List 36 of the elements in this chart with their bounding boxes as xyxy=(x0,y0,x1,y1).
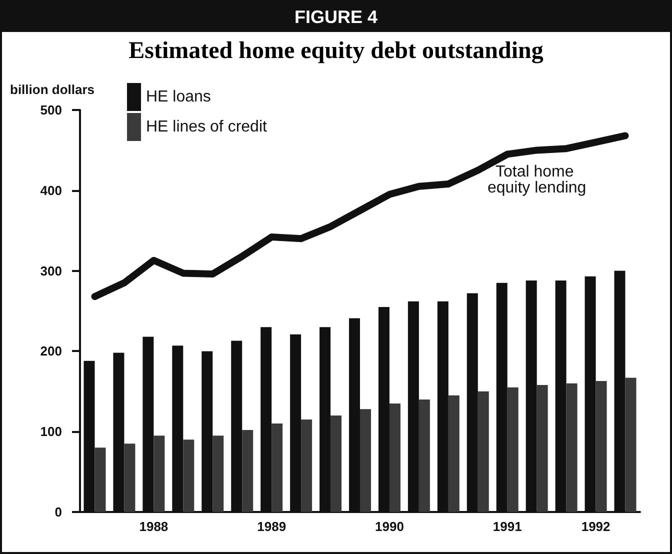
bar xyxy=(566,383,578,512)
bar xyxy=(301,420,312,512)
bar xyxy=(183,440,194,512)
x-tick-label: 1990 xyxy=(375,519,404,534)
bar xyxy=(154,436,165,512)
x-tick-label: 1992 xyxy=(581,519,610,534)
bar xyxy=(212,436,224,512)
x-tick-label: 1991 xyxy=(492,519,522,534)
bar xyxy=(360,409,371,512)
bar xyxy=(536,384,548,512)
y-axis-title: billion dollars xyxy=(10,82,95,97)
y-tick-label: 300 xyxy=(40,263,62,278)
bar xyxy=(272,424,283,512)
bar xyxy=(507,387,518,512)
y-tick-label: 0 xyxy=(54,504,62,520)
bar xyxy=(448,395,460,512)
legend-label: HE loans xyxy=(146,88,211,106)
y-tick-label: 200 xyxy=(40,344,62,359)
y-tick-label: 400 xyxy=(40,182,62,198)
bar xyxy=(94,448,106,512)
bar xyxy=(124,444,136,512)
bar xyxy=(330,416,342,512)
x-tick-label: 1989 xyxy=(257,519,286,534)
legend-label: HE lines of credit xyxy=(146,118,268,136)
bar xyxy=(389,403,400,512)
bar xyxy=(242,430,254,512)
bar xyxy=(418,399,430,512)
y-tick-label: 500 xyxy=(40,102,62,118)
bar xyxy=(625,378,636,512)
chart-title: FIGURE 4 xyxy=(2,2,670,32)
bar xyxy=(478,391,489,512)
y-tick-label: 100 xyxy=(40,424,62,440)
chart-subtitle: Estimated home equity debt outstanding xyxy=(128,37,544,66)
x-tick-label: 1988 xyxy=(139,519,168,534)
series-label: Total home equity lending xyxy=(487,164,586,197)
bar xyxy=(596,380,607,512)
